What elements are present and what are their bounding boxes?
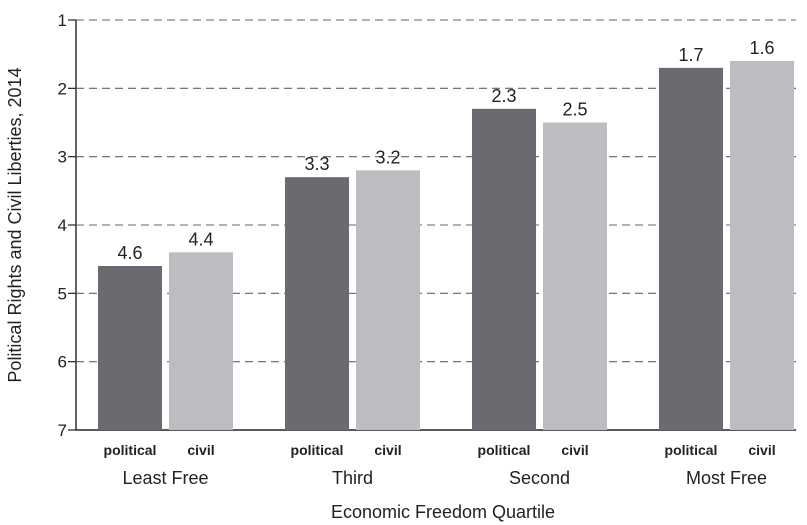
bar-civil-third xyxy=(356,170,420,430)
y-tick-label: 6 xyxy=(58,353,67,372)
bar-value-label: 1.6 xyxy=(749,38,774,58)
category-label-second: Second xyxy=(509,468,570,488)
category-label-least-free: Least Free xyxy=(122,468,208,488)
bar-value-label: 4.4 xyxy=(188,229,213,249)
series-label-political: political xyxy=(478,442,531,458)
series-label-civil: civil xyxy=(561,442,588,458)
y-tick-label: 3 xyxy=(58,148,67,167)
bar-political-second xyxy=(472,109,536,430)
bar-political-most-free xyxy=(659,68,723,430)
y-axis-label: Political Rights and Civil Liberties, 20… xyxy=(5,67,25,382)
y-tick-label: 1 xyxy=(58,11,67,30)
series-label-political: political xyxy=(665,442,718,458)
bar-value-label: 3.3 xyxy=(304,154,329,174)
series-label-civil: civil xyxy=(748,442,775,458)
bar-value-label: 2.3 xyxy=(491,86,516,106)
bar-value-label: 2.5 xyxy=(562,100,587,120)
bar-civil-most-free xyxy=(730,61,794,430)
bar-value-label: 1.7 xyxy=(678,45,703,65)
series-label-civil: civil xyxy=(374,442,401,458)
bar-civil-second xyxy=(543,123,607,431)
bar-value-label: 3.2 xyxy=(375,147,400,167)
y-tick-label: 7 xyxy=(58,421,67,440)
category-label-most-free: Most Free xyxy=(686,468,767,488)
y-tick-label: 2 xyxy=(58,79,67,98)
y-tick-label: 5 xyxy=(58,284,67,303)
series-label-political: political xyxy=(291,442,344,458)
y-tick-label: 4 xyxy=(58,216,67,235)
bar-political-third xyxy=(285,177,349,430)
x-axis-label: Economic Freedom Quartile xyxy=(331,502,555,522)
bar-civil-least-free xyxy=(169,252,233,430)
series-label-civil: civil xyxy=(187,442,214,458)
bar-value-label: 4.6 xyxy=(117,243,142,263)
y-axis-title: Political Rights and Civil Liberties, 20… xyxy=(5,67,25,382)
series-label-political: political xyxy=(104,442,157,458)
category-label-third: Third xyxy=(332,468,373,488)
plot-area: 1 2 3 4 5 6 7 4.6 political 4.4 civil Least Free 3.3… xyxy=(58,11,796,488)
x-axis-title: Economic Freedom Quartile xyxy=(331,502,555,522)
bar-political-least-free xyxy=(98,266,162,430)
